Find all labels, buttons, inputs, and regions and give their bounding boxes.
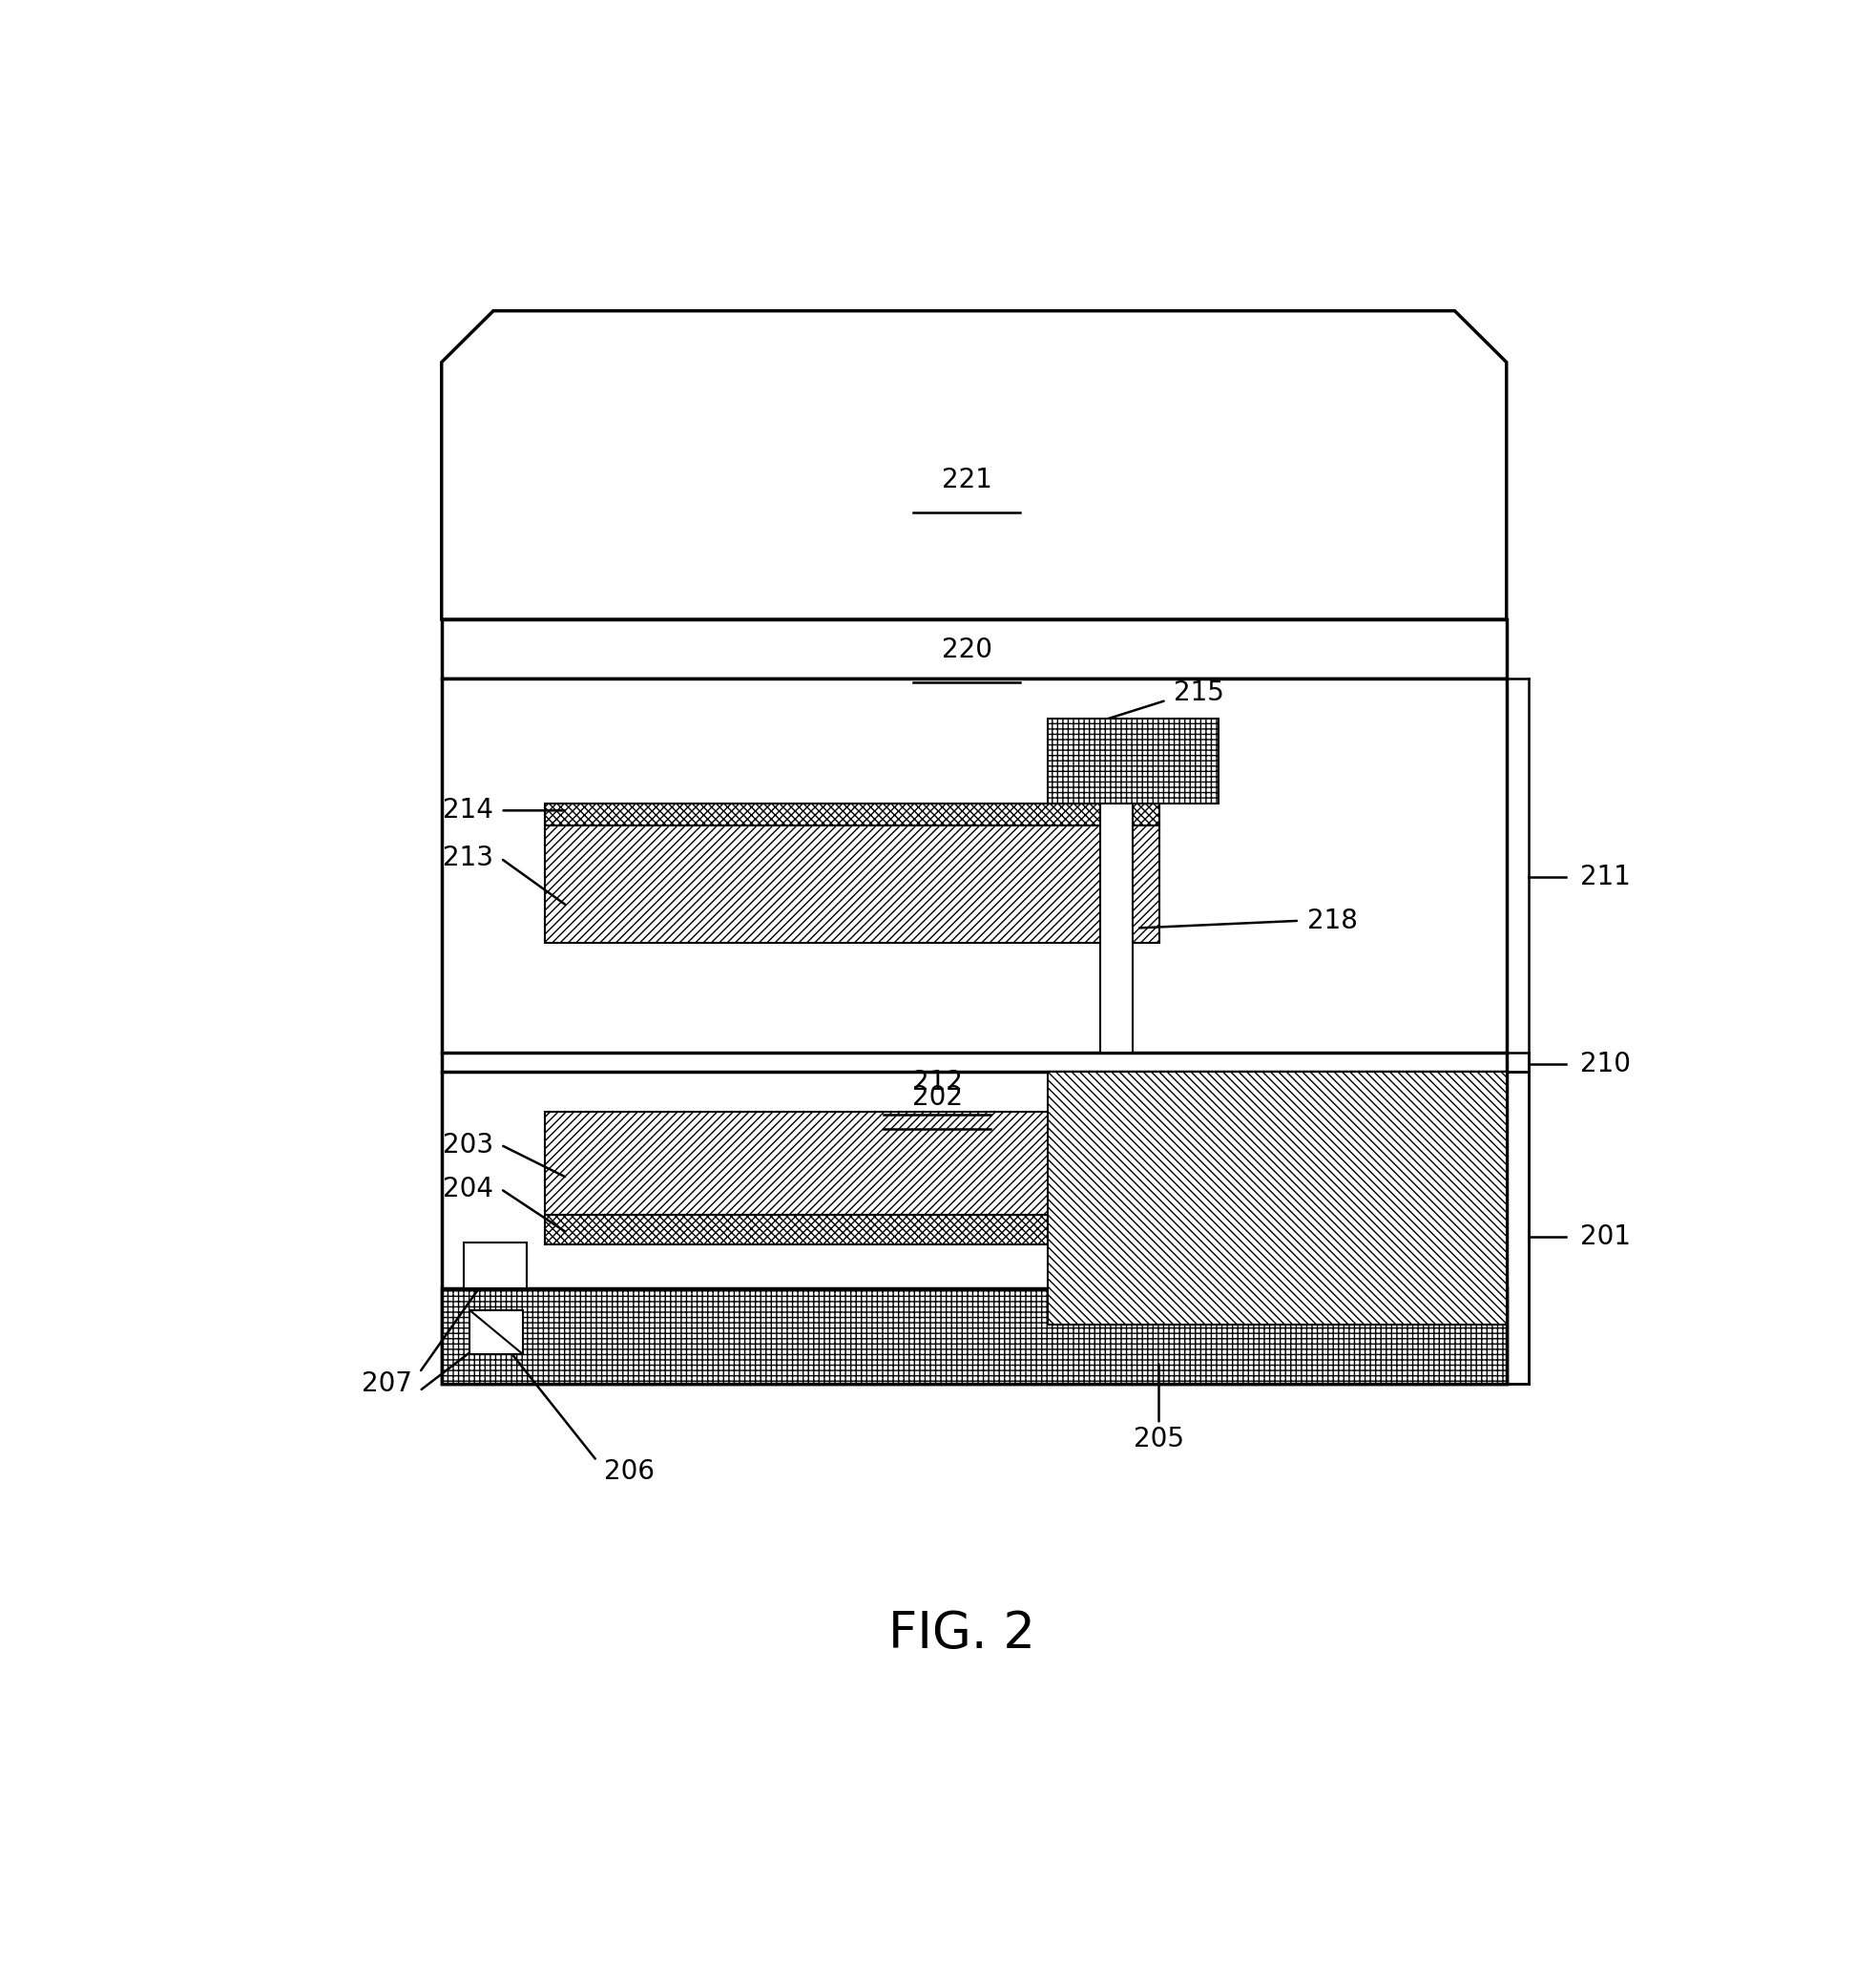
Text: 202: 202 xyxy=(912,1083,962,1111)
Text: 206: 206 xyxy=(604,1458,655,1486)
Text: 212: 212 xyxy=(912,1069,962,1095)
Bar xyxy=(441,619,1506,679)
Text: 213: 213 xyxy=(443,845,493,871)
Text: FIG. 2: FIG. 2 xyxy=(887,1609,1036,1659)
Bar xyxy=(546,825,1159,942)
Text: 211: 211 xyxy=(1580,863,1630,891)
Bar xyxy=(1099,804,1133,1054)
Bar xyxy=(441,1288,1506,1383)
Bar xyxy=(1049,718,1218,804)
Bar xyxy=(469,1309,523,1355)
Text: 207: 207 xyxy=(362,1371,413,1397)
Bar xyxy=(441,679,1506,1383)
Text: 210: 210 xyxy=(1580,1052,1630,1077)
Bar xyxy=(546,804,1159,825)
Text: 204: 204 xyxy=(443,1177,493,1202)
Text: 215: 215 xyxy=(1174,681,1225,706)
Bar xyxy=(463,1242,527,1288)
Text: 221: 221 xyxy=(942,466,992,494)
Text: 203: 203 xyxy=(443,1131,493,1159)
Bar xyxy=(1049,1071,1506,1325)
Bar xyxy=(546,1214,1159,1244)
Text: 201: 201 xyxy=(1580,1224,1630,1250)
Text: 218: 218 xyxy=(1308,907,1356,934)
Polygon shape xyxy=(441,311,1506,619)
Text: 214: 214 xyxy=(443,798,493,823)
Bar xyxy=(546,1111,1159,1214)
Text: 205: 205 xyxy=(1133,1425,1184,1452)
Text: 220: 220 xyxy=(942,637,992,665)
